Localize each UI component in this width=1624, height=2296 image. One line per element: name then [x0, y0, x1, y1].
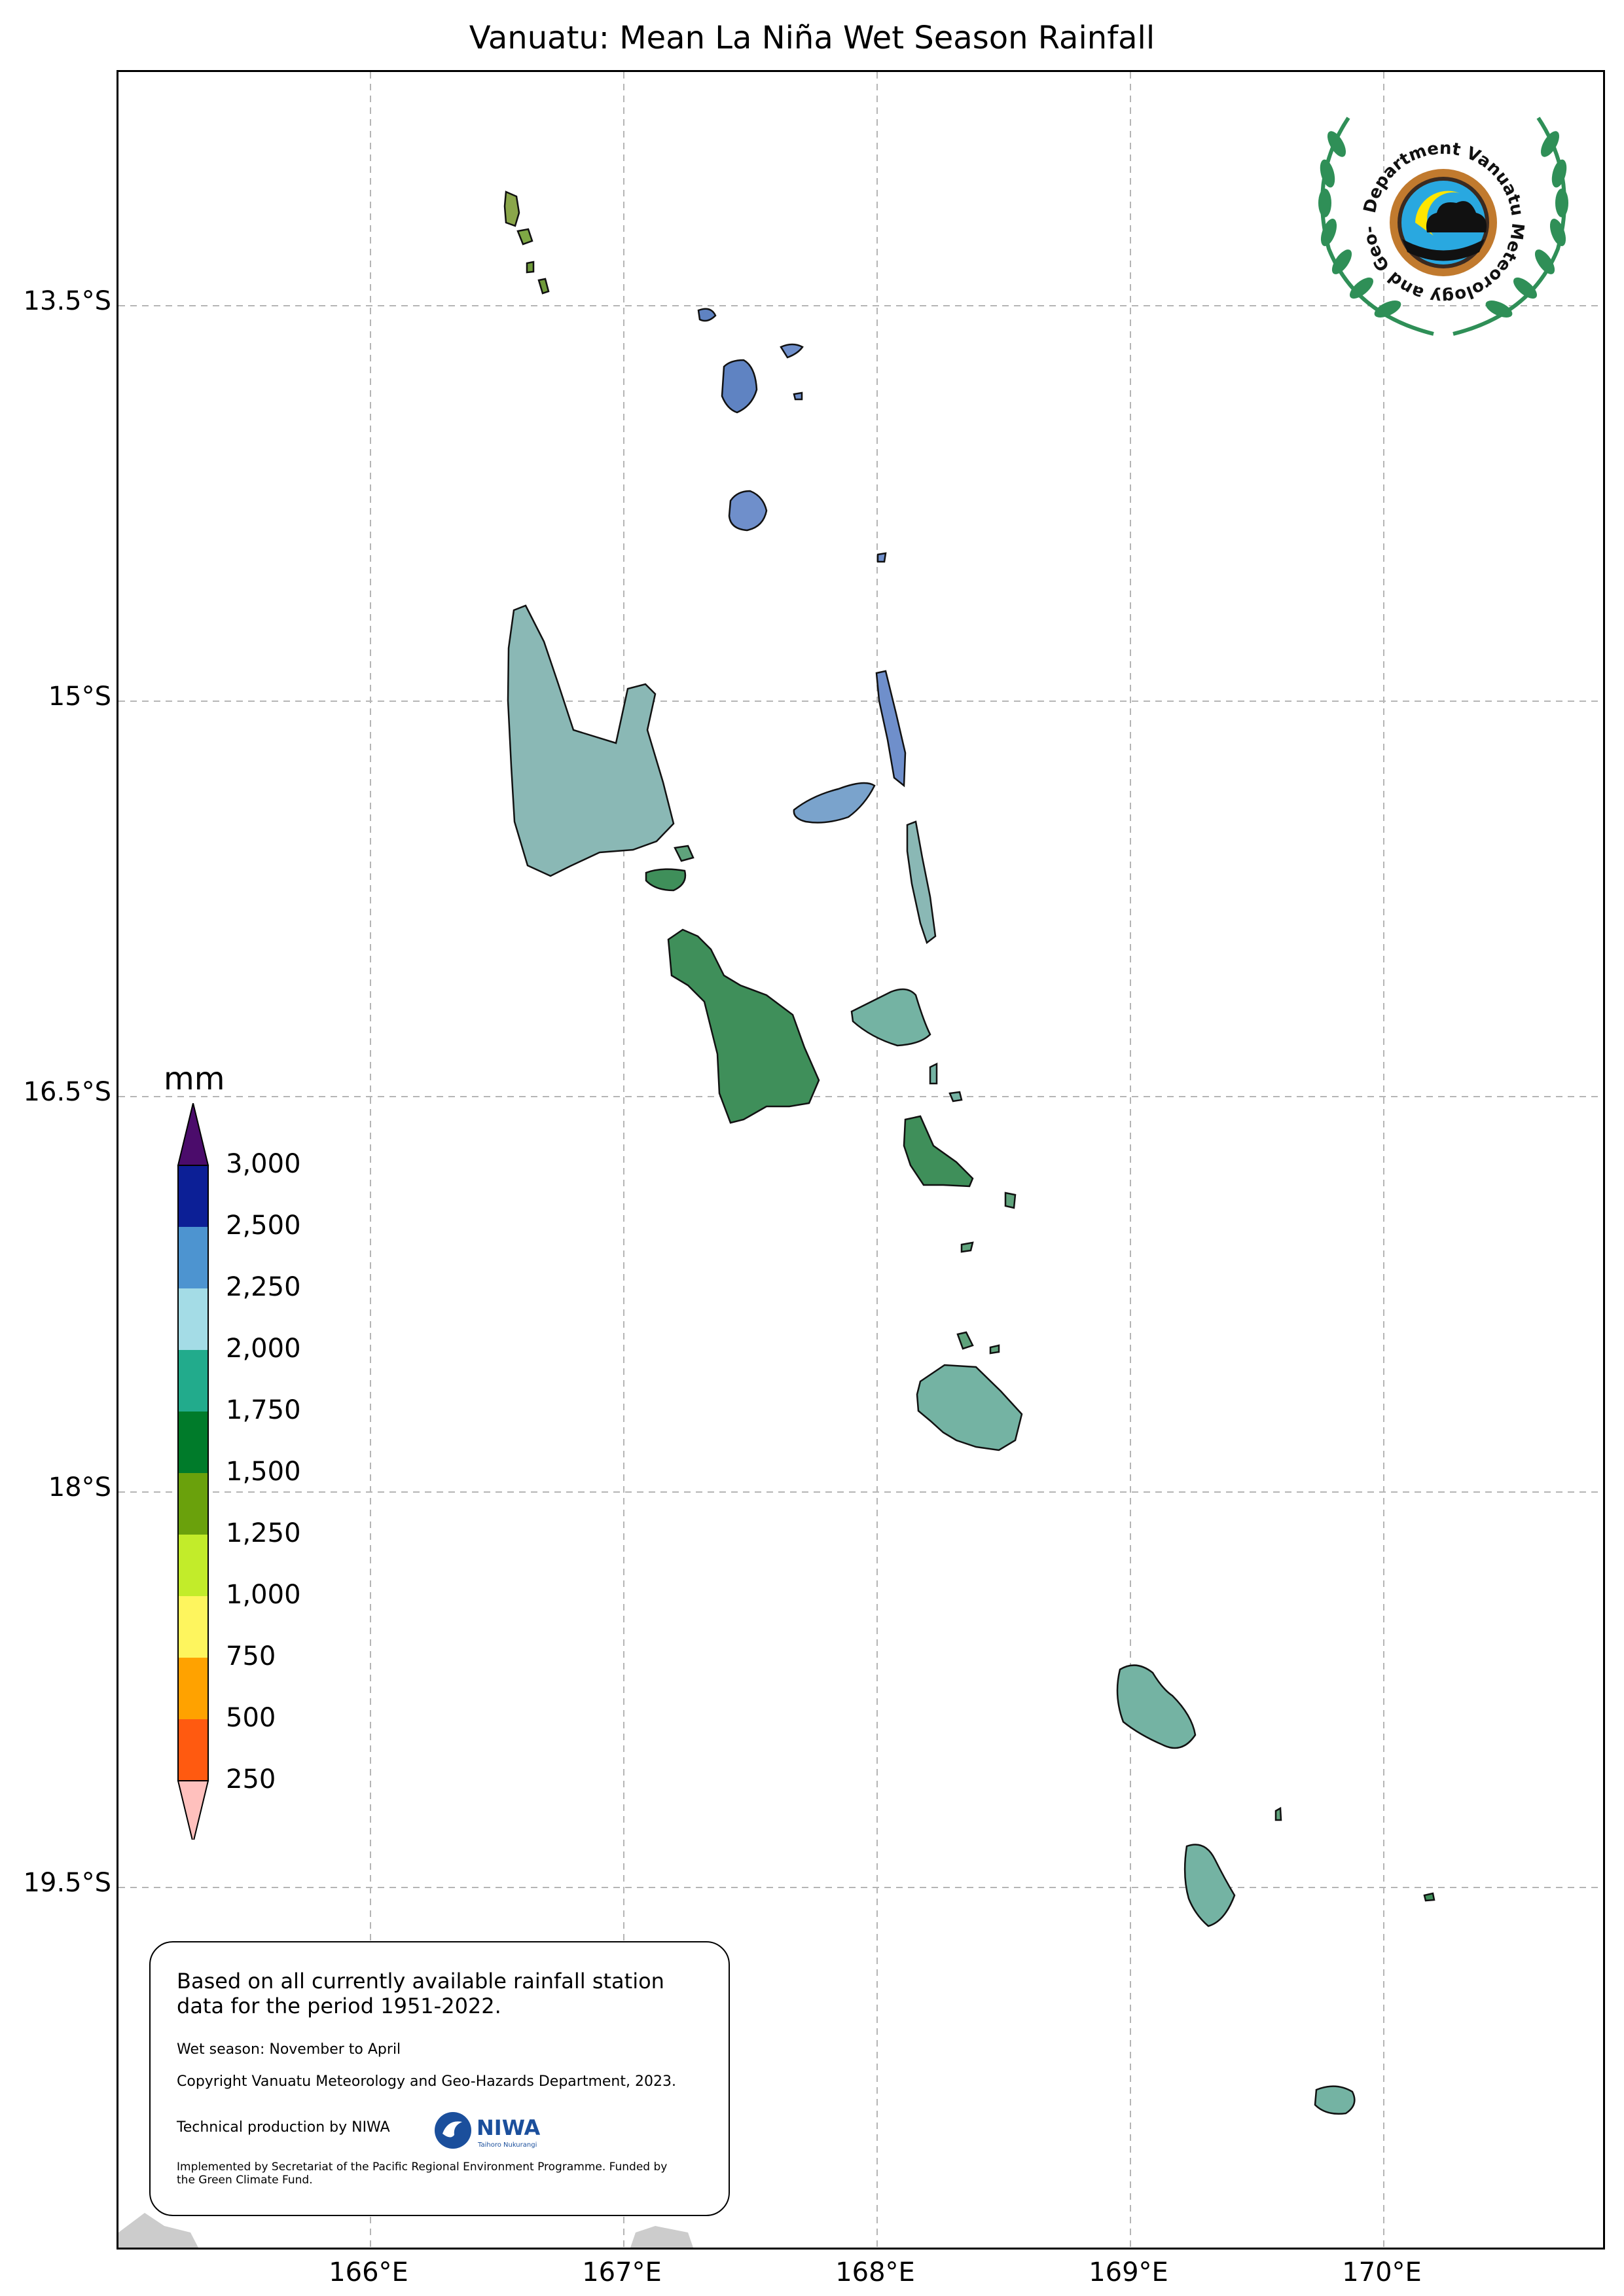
colorbar-segment [178, 1165, 208, 1227]
colorbar-tick-label: 1,500 [226, 1457, 301, 1487]
island-epi [903, 1115, 974, 1188]
map-frame [117, 70, 1605, 2250]
island-torres-4 [537, 278, 550, 295]
niwa-logo-sub: Taihoro Nukurangi [477, 2141, 537, 2149]
island-aneityum [1314, 2085, 1356, 2115]
island-merelava [876, 552, 887, 563]
info-copyright: Copyright Vanuatu Meteorology and Geo-Ha… [177, 2073, 676, 2090]
colorbar [177, 1103, 209, 1840]
info-wet-season: Wet season: November to April [177, 2041, 401, 2058]
colorbar-unit: mm [164, 1061, 225, 1097]
info-box: Based on all currently available rainfal… [149, 1941, 730, 2216]
lon-label-167: 167°E [582, 2257, 662, 2287]
colorbar-segment [178, 1473, 208, 1535]
colorbar-tick-label: 2,250 [226, 1272, 301, 1302]
vmgd-logo: Department Vanuatu Meteorology and Geo-H… [1303, 98, 1568, 336]
island-ureparapara [697, 308, 717, 322]
colorbar-segment [178, 1227, 208, 1288]
lon-label-169: 169°E [1089, 2257, 1168, 2287]
colorbar-segment [178, 1596, 208, 1658]
island-aore [674, 845, 695, 862]
neighbor-land-s [630, 2226, 693, 2248]
island-malo [645, 868, 687, 892]
island-tongoa [1004, 1192, 1017, 1209]
map-title: Vanuatu: Mean La Niña Wet Season Rainfal… [469, 20, 1155, 56]
island-emau [989, 1344, 1000, 1355]
laurel-wreath-icon [1320, 117, 1566, 336]
lat-label-13-5: 13.5°S [23, 286, 111, 316]
lat-label-16-5: 16.5°S [23, 1077, 111, 1107]
colorbar-segment [178, 1350, 208, 1412]
info-technical: Technical production by NIWA [177, 2119, 390, 2136]
lon-label-166: 166°E [329, 2257, 408, 2287]
island-torres-1 [503, 191, 520, 227]
colorbar-segment [178, 1412, 208, 1473]
island-small-banks [793, 392, 803, 401]
colorbar-tick-label: 1,000 [226, 1580, 301, 1610]
island-pentecost [906, 820, 937, 945]
island-vanua-lava [721, 359, 758, 414]
colorbar-tick-label: 500 [226, 1703, 276, 1733]
island-tanna [1183, 1844, 1236, 1927]
island-nguna [956, 1331, 974, 1350]
colorbar-tick-label: 1,750 [226, 1395, 301, 1425]
lat-label-15: 15°S [48, 682, 111, 712]
island-torres-2 [516, 228, 533, 246]
island-efate [916, 1364, 1023, 1451]
colorbar-extend-top [177, 1103, 209, 1166]
colorbar-segment [178, 1719, 208, 1781]
info-implemented: Implemented by Secretariat of the Pacifi… [177, 2160, 668, 2187]
island-malakula [667, 928, 820, 1124]
island-ambrym [850, 988, 931, 1047]
colorbar-tick-label: 3,000 [226, 1149, 301, 1179]
island-mota-lava [780, 343, 804, 359]
neighbor-land [118, 2213, 693, 2248]
colorbar-extend-bottom [177, 1780, 209, 1840]
info-main-text: Based on all currently available rainfal… [177, 1969, 664, 2018]
island-espiritu-santo [507, 604, 675, 877]
map-canvas [118, 72, 1603, 2248]
colorbar-outline [177, 1165, 209, 1781]
island-maewo [875, 670, 907, 788]
colorbar-tick-label: 750 [226, 1641, 276, 1671]
island-aniwa [1274, 1806, 1282, 1821]
niwa-logo: NIWA Taihoro Nukurangi [435, 2112, 541, 2149]
lon-label-170: 170°E [1342, 2257, 1422, 2287]
island-futuna [1423, 1892, 1435, 1902]
colorbar-segment [178, 1658, 208, 1719]
island-torres-3 [526, 261, 535, 274]
island-lopevi [948, 1091, 963, 1102]
island-gaua [728, 490, 768, 532]
gridlines [118, 72, 1603, 2248]
island-paama [929, 1062, 938, 1085]
niwa-logo-text: NIWA [477, 2115, 541, 2140]
lat-label-18: 18°S [48, 1472, 111, 1503]
lon-label-168: 168°E [835, 2257, 915, 2287]
colorbar-segment [178, 1535, 208, 1596]
neighbor-land-sw [118, 2213, 198, 2248]
colorbar-segment [178, 1288, 208, 1350]
colorbar-tick-label: 2,000 [226, 1334, 301, 1364]
island-emae [960, 1241, 974, 1253]
colorbar-tick-label: 250 [226, 1764, 276, 1795]
island-ambae [793, 782, 876, 824]
colorbar-tick-label: 2,500 [226, 1211, 301, 1241]
islands [503, 191, 1435, 2115]
lat-label-19-5: 19.5°S [23, 1868, 111, 1898]
colorbar-tick-label: 1,250 [226, 1518, 301, 1548]
island-erromango [1116, 1664, 1197, 1749]
